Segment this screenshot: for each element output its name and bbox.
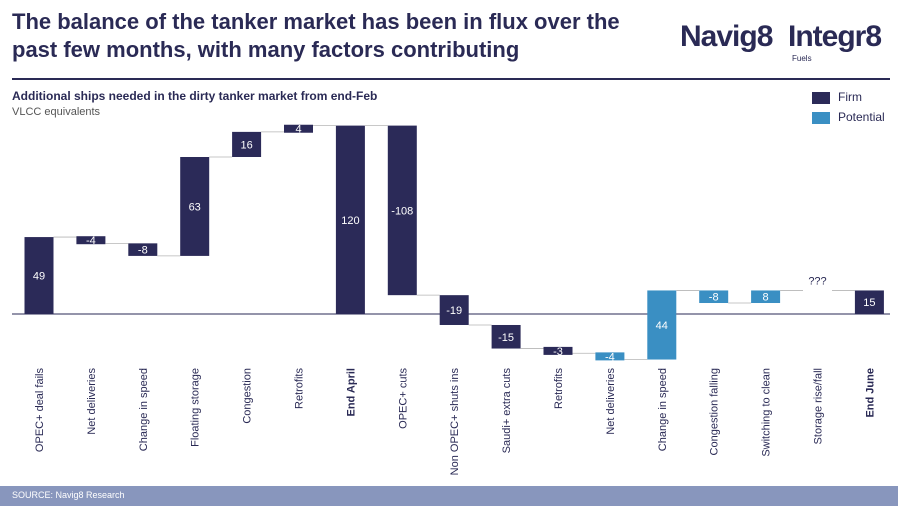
- data-label-1: 49: [33, 271, 45, 283]
- category-label-17: End June: [864, 368, 876, 418]
- data-label-2: -4: [86, 235, 96, 247]
- category-label-7: End April: [345, 368, 357, 416]
- bar-2: [76, 236, 106, 245]
- category-label-1: OPEC+ deal fails: [34, 368, 46, 453]
- bar-3: [128, 243, 158, 256]
- source-note: SOURCE: Navig8 Research: [12, 490, 125, 500]
- category-label-16: Storage rise/fall: [813, 368, 825, 444]
- data-label-4: 63: [189, 201, 201, 213]
- bar-9: [439, 295, 469, 325]
- data-label-5: 16: [240, 139, 252, 151]
- data-label-6: 4: [295, 124, 301, 136]
- category-label-10: Saudi+ extra cuts: [501, 368, 513, 454]
- data-label-17: 15: [863, 297, 875, 309]
- bar-12: [595, 352, 625, 361]
- bar-4: [180, 157, 210, 256]
- category-label-4: Floating storage: [190, 368, 202, 447]
- data-label-12: -4: [605, 351, 615, 363]
- category-label-3: Change in speed: [138, 368, 150, 451]
- legend-label-firm: Firm: [838, 90, 862, 104]
- data-label-15: 8: [763, 292, 769, 304]
- bar-7: [335, 125, 365, 314]
- category-label-2: Net deliveries: [86, 368, 98, 435]
- category-label-11: Retrofits: [553, 368, 565, 409]
- data-label-16: ???: [808, 275, 826, 287]
- category-label-9: Non OPEC+ shuts ins: [449, 368, 461, 476]
- bar-5: [232, 131, 262, 157]
- bar-11: [543, 346, 573, 355]
- data-label-14: -8: [709, 292, 719, 304]
- legend-swatch-potential: [812, 112, 830, 124]
- logo-navig8: Navig8: [680, 20, 773, 53]
- data-label-11: -3: [553, 346, 563, 358]
- bar-8: [387, 125, 417, 296]
- bar-10: [491, 324, 521, 349]
- logo-integr8: Integr8: [788, 20, 882, 53]
- bar-14: [699, 290, 729, 304]
- chart-title: Additional ships needed in the dirty tan…: [12, 89, 378, 103]
- bar-6: [284, 124, 313, 133]
- category-label-14: Congestion falling: [709, 368, 721, 455]
- data-label-8: -108: [391, 205, 413, 217]
- chart-subtitle: VLCC equivalents: [12, 106, 101, 118]
- data-label-10: -15: [498, 332, 514, 344]
- data-label-3: -8: [138, 245, 148, 257]
- data-label-7: 120: [341, 215, 359, 227]
- bar-17: [854, 290, 884, 314]
- bar-1: [24, 237, 54, 314]
- category-label-15: Switching to clean: [761, 368, 773, 457]
- logo-fuels: Fuels: [792, 54, 812, 63]
- header-divider: [12, 78, 890, 80]
- category-label-12: Net deliveries: [605, 368, 617, 435]
- legend-label-potential: Potential: [838, 110, 885, 124]
- category-label-13: Change in speed: [657, 368, 669, 451]
- category-label-8: OPEC+ cuts: [397, 368, 409, 429]
- footer-bar: SOURCE: Navig8 Research: [0, 486, 898, 506]
- category-label-6: Retrofits: [294, 368, 306, 409]
- data-label-13: 44: [656, 320, 668, 332]
- bar-15: [751, 290, 781, 304]
- data-label-9: -19: [446, 305, 462, 317]
- waterfall-chart: 49 OPEC+ deal fails -4 Net deliveries -8 Chan…: [12, 124, 890, 476]
- page-title: The balance of the tanker market has bee…: [12, 9, 620, 62]
- legend-swatch-firm: [812, 92, 830, 104]
- bar-13: [647, 290, 677, 360]
- navig8-integr8-logo: Navig8 Integr8 Fuels: [680, 20, 890, 70]
- category-label-5: Congestion: [242, 368, 254, 424]
